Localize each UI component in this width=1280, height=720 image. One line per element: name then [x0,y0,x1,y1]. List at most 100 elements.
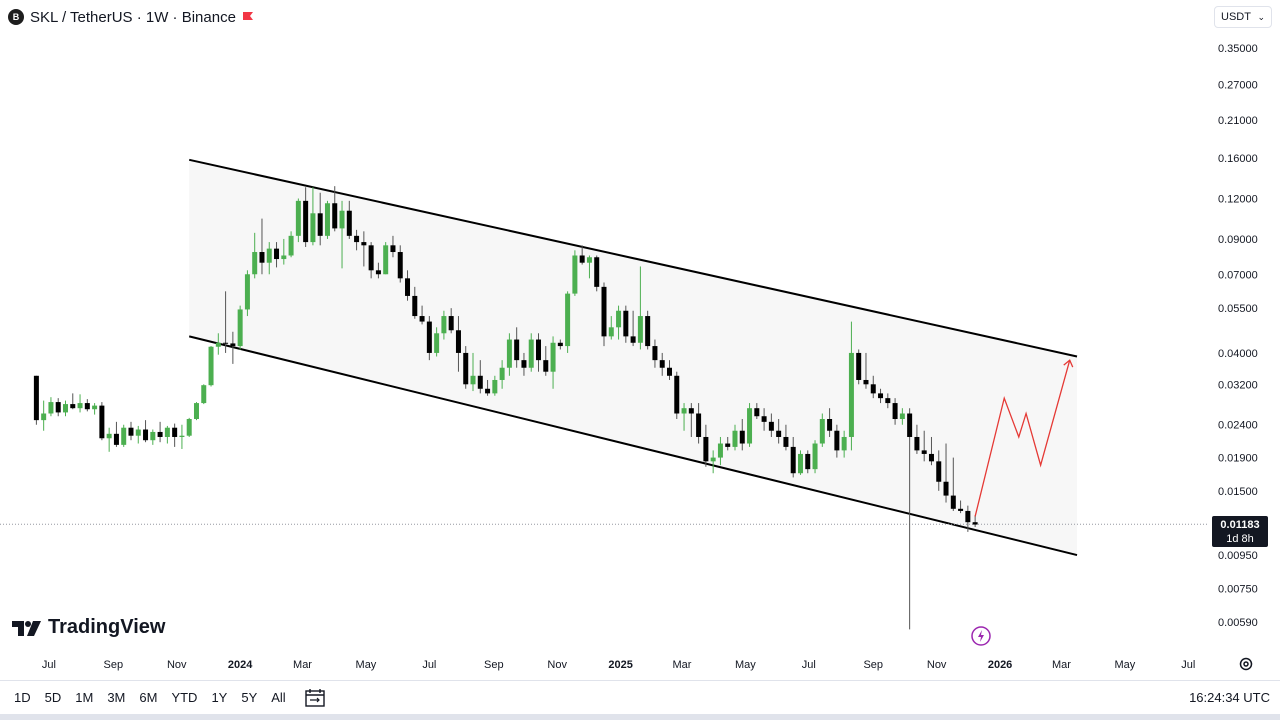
candle-body [208,346,214,386]
channel-upper-line[interactable] [188,158,1078,358]
candle-body [77,403,83,409]
candle-body [179,435,185,437]
candle-body [739,430,745,444]
candle-body [725,443,731,447]
candle-body [193,403,199,420]
candle-body [135,429,141,436]
range-6m[interactable]: 6M [139,690,158,705]
gear-icon[interactable] [1238,656,1254,672]
bottom-strip [0,714,1280,720]
range-5y[interactable]: 5Y [241,690,258,705]
candle-body [99,405,105,439]
candle-body [899,413,905,420]
candle-body [434,333,440,353]
candle-body [790,446,796,474]
candle-body [703,436,709,462]
time-tick-label: 2024 [228,659,253,671]
price-tick-label: 0.07000 [1218,269,1258,281]
candle-body [885,398,891,404]
candle-body [448,316,454,331]
candle-body [339,210,345,229]
candle-body [528,339,534,368]
candle-body [55,402,61,413]
range-1m[interactable]: 1M [75,690,94,705]
price-tick-label: 0.21000 [1218,115,1258,127]
projection-arrowhead [1063,359,1074,368]
tradingview-logo[interactable]: TradingView [12,616,165,639]
channel-lower-line[interactable] [188,335,1078,557]
flag-icon[interactable] [242,11,254,23]
candle-body [616,310,622,328]
candle-body [288,235,294,256]
candle-body [943,481,949,496]
candle-body [477,375,483,389]
candle-body [113,433,119,445]
candle-body [972,522,978,525]
exchange-logo-icon: B [8,9,24,25]
candle-body [419,316,425,322]
range-ytd[interactable]: YTD [171,690,198,705]
candle-body [878,393,884,399]
calendar-icon[interactable] [304,688,326,708]
price-tick-label: 0.00750 [1218,583,1258,595]
time-tick-label: 2025 [608,659,632,671]
candle-body [186,419,192,436]
range-1d[interactable]: 1D [14,690,31,705]
candle-body [274,248,280,260]
bar-countdown: 1d 8h [1226,533,1254,545]
utc-clock[interactable]: 16:24:34 UTC [1189,690,1270,705]
candle-body [244,274,250,310]
range-3m[interactable]: 3M [107,690,126,705]
candle-body [768,421,774,431]
logo-text: TradingView [48,616,166,638]
last-price-value: 0.01183 [1220,519,1260,531]
time-tick-label: May [356,659,377,671]
candlestick-chart[interactable]: 0.35000 0.27000 0.21000 0.16000 0.12000 0.090… [0,0,1280,680]
candle-body [958,508,964,511]
candle-body [543,360,549,372]
candle-body [310,213,316,243]
candle-body [492,379,498,394]
candle-body [950,495,956,509]
candle-body [470,375,476,385]
candle-body [586,257,592,263]
candle-body [121,427,127,445]
candle-body [659,360,665,368]
price-tick-label: 0.05500 [1218,303,1258,315]
candle-body [666,367,672,376]
candle-body [914,436,920,451]
range-1y[interactable]: 1Y [211,690,228,705]
candle-body [332,203,338,229]
price-tick-label: 0.01900 [1218,453,1258,465]
candle-body [834,430,840,451]
time-tick-label: Jul [42,659,56,671]
time-tick-label: Jul [802,659,816,671]
candle-body [608,327,614,337]
candle-body [157,431,163,437]
projection-path[interactable] [974,359,1071,517]
candle-body [645,316,651,347]
candle-body [390,245,396,253]
candle-body [754,408,760,417]
candle-body [62,404,68,413]
candle-body [863,379,869,385]
price-tick-label: 0.00590 [1218,617,1258,629]
lightning-icon[interactable] [970,625,992,647]
currency-selector[interactable]: USDT ⌄ [1214,6,1272,28]
candle-body [128,427,134,436]
range-all[interactable]: All [271,690,286,705]
candle-body [506,339,512,368]
candle-body [252,252,258,275]
candle-body [710,457,716,462]
channel-fill [189,159,1078,556]
candle-body [295,200,301,236]
candle-body [237,309,243,347]
chevron-down-icon: ⌄ [1257,11,1265,22]
candle-body [485,388,491,394]
candle-body [41,413,47,421]
symbol-title[interactable]: SKL / TetherUS · 1W · Binance [30,8,236,26]
tradingview-logo-icon [12,620,41,636]
time-tick-label: Sep [484,659,504,671]
range-5d[interactable]: 5D [44,690,62,705]
candle-body [827,419,833,431]
